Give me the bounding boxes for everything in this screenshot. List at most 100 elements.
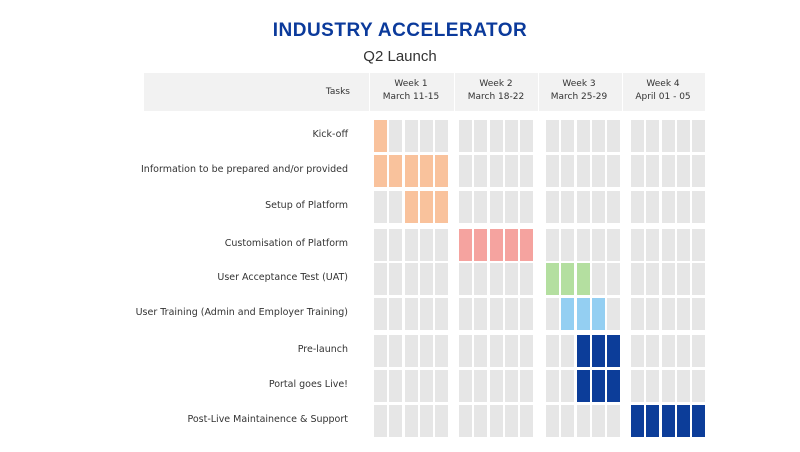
empty-day-cell	[607, 298, 621, 330]
empty-day-cell	[404, 298, 418, 330]
week-header: Week 4 April 01 - 05	[618, 78, 708, 104]
empty-day-cell	[504, 191, 518, 223]
empty-day-cell	[561, 155, 575, 187]
empty-day-cell	[389, 229, 403, 261]
empty-day-cell	[435, 229, 449, 261]
empty-day-cell	[546, 191, 559, 223]
empty-day-cell	[676, 155, 690, 187]
empty-day-cell	[692, 370, 706, 402]
task-bar-cell	[374, 155, 387, 187]
empty-day-cell	[504, 405, 518, 437]
task-bar-cell	[576, 263, 590, 295]
task-bar-cell	[676, 405, 690, 437]
empty-day-cell	[374, 229, 387, 261]
empty-day-cell	[504, 335, 518, 367]
empty-day-cell	[504, 155, 518, 187]
empty-day-cell	[661, 155, 675, 187]
empty-day-cell	[435, 120, 449, 152]
empty-day-cell	[459, 191, 472, 223]
task-bar-cell	[607, 370, 621, 402]
empty-day-cell	[607, 405, 621, 437]
empty-day-cell	[389, 120, 403, 152]
task-bar-cell	[591, 335, 605, 367]
task-label: Pre-launch	[297, 344, 348, 355]
empty-day-cell	[419, 120, 433, 152]
task-label: Portal goes Live!	[268, 379, 348, 390]
task-bar-cell	[607, 335, 621, 367]
empty-day-cell	[474, 405, 488, 437]
empty-day-cell	[520, 120, 534, 152]
week-header-separator	[538, 73, 539, 111]
empty-day-cell	[692, 155, 706, 187]
empty-day-cell	[404, 120, 418, 152]
task-bar-cell	[404, 191, 418, 223]
week-header-separator	[369, 73, 370, 111]
empty-day-cell	[646, 263, 660, 295]
task-bar-cell	[520, 229, 534, 261]
empty-day-cell	[631, 298, 644, 330]
empty-day-cell	[676, 263, 690, 295]
header-band	[144, 73, 705, 111]
empty-day-cell	[504, 370, 518, 402]
empty-day-cell	[676, 370, 690, 402]
empty-day-cell	[459, 155, 472, 187]
empty-day-cell	[561, 335, 575, 367]
empty-day-cell	[646, 229, 660, 261]
task-bar-cell	[374, 120, 387, 152]
empty-day-cell	[561, 405, 575, 437]
chart-subtitle: Q2 Launch	[363, 48, 437, 65]
week-label: Week 1	[394, 79, 428, 89]
empty-day-cell	[676, 229, 690, 261]
empty-day-cell	[661, 298, 675, 330]
task-bar-cell	[435, 191, 449, 223]
task-bar-cell	[435, 155, 449, 187]
tasks-column-header: Tasks	[325, 87, 350, 97]
empty-day-cell	[489, 370, 503, 402]
empty-day-cell	[374, 191, 387, 223]
empty-day-cell	[591, 191, 605, 223]
empty-day-cell	[504, 120, 518, 152]
empty-day-cell	[374, 298, 387, 330]
empty-day-cell	[489, 298, 503, 330]
empty-day-cell	[546, 370, 559, 402]
task-label: Kick-off	[312, 129, 348, 140]
empty-day-cell	[419, 370, 433, 402]
empty-day-cell	[692, 191, 706, 223]
week-header-separator	[454, 73, 455, 111]
empty-day-cell	[661, 229, 675, 261]
week-label: Week 2	[479, 79, 513, 89]
empty-day-cell	[435, 370, 449, 402]
empty-day-cell	[576, 405, 590, 437]
week-dates: March 18-22	[467, 92, 525, 102]
empty-day-cell	[435, 263, 449, 295]
empty-day-cell	[520, 155, 534, 187]
empty-day-cell	[374, 335, 387, 367]
task-bar-cell	[489, 229, 503, 261]
empty-day-cell	[692, 298, 706, 330]
empty-day-cell	[520, 298, 534, 330]
empty-day-cell	[435, 405, 449, 437]
empty-day-cell	[661, 191, 675, 223]
empty-day-cell	[631, 370, 644, 402]
empty-day-cell	[607, 120, 621, 152]
empty-day-cell	[692, 229, 706, 261]
task-bar-cell	[646, 405, 660, 437]
empty-day-cell	[419, 335, 433, 367]
empty-day-cell	[676, 298, 690, 330]
empty-day-cell	[576, 155, 590, 187]
empty-day-cell	[419, 229, 433, 261]
empty-day-cell	[474, 370, 488, 402]
empty-day-cell	[389, 405, 403, 437]
empty-day-cell	[591, 263, 605, 295]
task-bar-cell	[576, 370, 590, 402]
empty-day-cell	[374, 370, 387, 402]
empty-day-cell	[561, 191, 575, 223]
empty-day-cell	[646, 298, 660, 330]
week-dates: March 11-15	[382, 92, 440, 102]
empty-day-cell	[631, 155, 644, 187]
task-label: Post-Live Maintainence & Support	[187, 414, 348, 425]
empty-day-cell	[520, 405, 534, 437]
empty-day-cell	[459, 298, 472, 330]
empty-day-cell	[576, 229, 590, 261]
empty-day-cell	[631, 229, 644, 261]
